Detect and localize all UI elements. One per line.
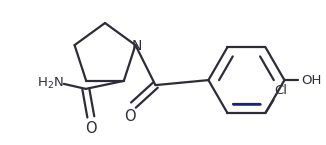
Text: OH: OH xyxy=(301,74,322,87)
Text: Cl: Cl xyxy=(274,84,287,97)
Text: O: O xyxy=(125,109,136,124)
Text: N: N xyxy=(131,39,141,53)
Text: O: O xyxy=(85,121,96,136)
Text: H$_2$N: H$_2$N xyxy=(37,76,64,91)
